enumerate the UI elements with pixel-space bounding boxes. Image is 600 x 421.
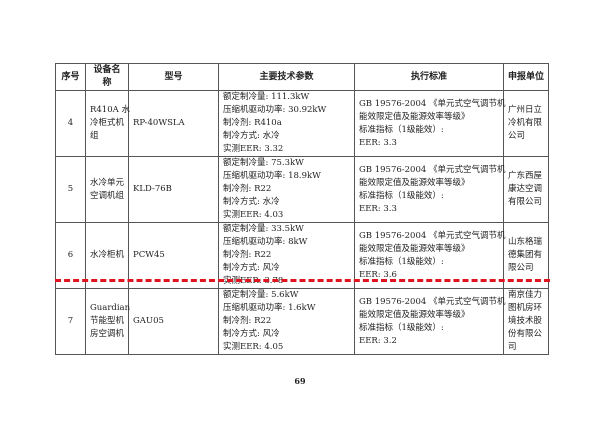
cell-name: Guardian 节能型机房空调机 [85, 288, 131, 355]
cell-params-line: 压缩机驱动功率: 18.9kW [223, 171, 321, 181]
cell-standard-line: 标准指标（1级能效）: [359, 124, 444, 135]
cell-applicant-line: 份有限公 [508, 329, 543, 339]
cell-standard-line: 标准指标（1级能效）: [359, 256, 444, 267]
cell-params-line: 额定制冷量: 111.3kW [223, 92, 310, 102]
cell-name-line: 节能型机 [90, 316, 125, 326]
cell-name-line: 空调机组 [90, 190, 125, 201]
header-standard: 执行标准 [354, 63, 504, 91]
header-model: 型号 [128, 63, 219, 91]
cell-standard-line: 能效限定值及能源效率等级》 [359, 111, 470, 122]
cell-params-line: 压缩机驱动功率: 8kW [223, 237, 308, 247]
cell-applicant-line: 境技术股 [508, 316, 543, 326]
cell-params-line: 压缩机驱动功率: 30.92kW [223, 105, 327, 115]
cell-params-line: 制冷剂: R22 [223, 184, 272, 194]
cell-params-line: 压缩机驱动功率: 1.6kW [223, 303, 316, 313]
cell-standard: GB 19576-2004 《单元式空气调节机 能效限定值及能源效率等级》 标准指标… [354, 156, 506, 223]
cell-standard-line: GB 19576-2004 《单元式空气调节机 [359, 296, 506, 307]
cell-params-line: 实测EER: 3.32 [223, 144, 284, 154]
cell-applicant-line: 南京佳力 [508, 290, 543, 300]
cell-standard-line: EER: 3.2 [359, 335, 397, 346]
cell-standard-line: 能效限定值及能源效率等级》 [359, 177, 470, 188]
cell-name-line: 房空调机 [90, 329, 125, 339]
cell-name: 水冷单元 空调机组 [85, 156, 129, 223]
cell-name-line: Guardian [90, 303, 131, 313]
red-dashed-divider [55, 279, 550, 282]
cell-params-line: 额定制冷量: 33.5kW [223, 224, 304, 234]
cell-name: R410A 水冷柜式机组 [85, 90, 130, 157]
header-params: 主要技术参数 [218, 63, 355, 91]
cell-standard-line: GB 19576-2004 《单元式空气调节机 [359, 164, 506, 175]
cell-name-line: R410A 水 [90, 105, 130, 115]
cell-standard-line: EER: 3.3 [359, 137, 397, 148]
header-name: 设备名称 [85, 63, 129, 91]
cell-standard-line: GB 19576-2004 《单元式空气调节机 [359, 230, 506, 241]
cell-params-line: 制冷剂: R22 [223, 250, 272, 260]
cell-applicant-line: 德集团有 [508, 250, 543, 260]
cell-applicant-line: 广州日立 [508, 105, 543, 115]
cell-model: KLD-76B [128, 156, 219, 223]
cell-no: 4 [55, 90, 86, 157]
cell-params: 额定制冷量: 5.6kW 压缩机驱动功率: 1.6kW 制冷剂: R22 制冷方式: … [218, 288, 355, 355]
cell-applicant-line: 山东格瑞 [508, 237, 543, 247]
cell-applicant-line: 公司 [508, 131, 526, 141]
cell-params-line: 制冷方式: 风冷 [223, 263, 280, 273]
cell-applicant-line: 限公司 [508, 263, 534, 273]
cell-params-line: 额定制冷量: 5.6kW [223, 290, 299, 300]
cell-applicant: 广州日立冷机有限公司 [503, 90, 549, 157]
header-applicant: 申报单位 [503, 63, 549, 91]
cell-name-line: 冷柜式机 [90, 118, 125, 128]
cell-params: 额定制冷量: 33.5kW 压缩机驱动功率: 8kW 制冷剂: R22 制冷方式: 风… [218, 222, 355, 289]
cell-standard-line: GB 19576-2004 《单元式空气调节机 [359, 98, 506, 109]
table-row: 6 水冷柜机 PCW45 额定制冷量: 33.5kW 压缩机驱动功率: 8kW 制冷剂: … [55, 222, 549, 289]
cell-standard: GB 19576-2004 《单元式空气调节机 能效限定值及能源效率等级》 标准指标… [354, 222, 506, 289]
cell-standard-line: 标准指标（1级能效）: [359, 322, 444, 333]
cell-name-line: 组 [90, 131, 99, 141]
cell-model: RP-40WSLA [128, 90, 219, 157]
cell-params: 额定制冷量: 111.3kW 压缩机驱动功率: 30.92kW 制冷剂: R410a… [218, 90, 355, 157]
cell-applicant-line: 广东西屋 [508, 171, 543, 181]
cell-applicant: 南京佳力图机房环境技术股份有限公司 [503, 288, 549, 355]
equipment-table: 序号 设备名称 型号 主要技术参数 执行标准 申报单位 4 R410A 水冷柜式机… [55, 63, 549, 355]
table-row: 4 R410A 水冷柜式机组 RP-40WSLA 额定制冷量: 111.3kW 压缩机驱… [55, 90, 549, 157]
cell-applicant-line: 司 [508, 342, 517, 352]
cell-params-line: 实测EER: 4.05 [223, 342, 284, 352]
cell-params-line: 制冷方式: 风冷 [223, 329, 280, 339]
table-header-row: 序号 设备名称 型号 主要技术参数 执行标准 申报单位 [55, 63, 549, 91]
cell-applicant-line: 康达空调 [508, 184, 543, 194]
cell-standard-line: EER: 3.6 [359, 269, 397, 280]
cell-applicant: 山东格瑞德集团有限公司 [503, 222, 549, 289]
cell-no: 5 [55, 156, 86, 223]
cell-standard: GB 19576-2004 《单元式空气调节机 能效限定值及能源效率等级》 标准指标… [354, 288, 506, 355]
cell-model: GAU05 [128, 288, 219, 355]
cell-params-line: 制冷剂: R410a [223, 118, 282, 128]
cell-applicant-line: 有限公司 [508, 197, 543, 207]
cell-standard-line: 标准指标（1级能效）: [359, 190, 444, 201]
cell-standard: GB 19576-2004 《单元式空气调节机 能效限定值及能源效率等级》 标准指标… [354, 90, 506, 157]
table-row: 7 Guardian 节能型机房空调机 GAU05 额定制冷量: 5.6kW 压缩机驱动功… [55, 288, 549, 355]
cell-name-line: 水冷柜机 [90, 250, 125, 260]
page-number: 69 [294, 376, 306, 386]
cell-no: 6 [55, 222, 86, 289]
cell-standard-line: 能效限定值及能源效率等级》 [359, 243, 470, 254]
cell-params: 额定制冷量: 75.3kW 压缩机驱动功率: 18.9kW 制冷剂: R22 制冷方式… [218, 156, 355, 223]
cell-no: 7 [55, 288, 86, 355]
cell-applicant-line: 冷机有限 [508, 118, 543, 128]
cell-standard-line: 能效限定值及能源效率等级》 [359, 309, 470, 320]
cell-applicant: 广东西屋康达空调有限公司 [503, 156, 549, 223]
cell-standard-line: EER: 3.3 [359, 203, 397, 214]
cell-applicant-line: 图机房环 [508, 303, 543, 313]
cell-params-line: 制冷方式: 水冷 [223, 131, 280, 141]
table-row: 5 水冷单元 空调机组 KLD-76B 额定制冷量: 75.3kW 压缩机驱动功率: 18… [55, 156, 549, 223]
cell-name-line: 水冷单元 [90, 177, 125, 188]
cell-params-line: 额定制冷量: 75.3kW [223, 158, 304, 168]
cell-params-line: 制冷方式: 水冷 [223, 197, 280, 207]
cell-params-line: 实测EER: 4.03 [223, 210, 284, 220]
cell-params-line: 制冷剂: R22 [223, 316, 272, 326]
header-no: 序号 [55, 63, 86, 91]
